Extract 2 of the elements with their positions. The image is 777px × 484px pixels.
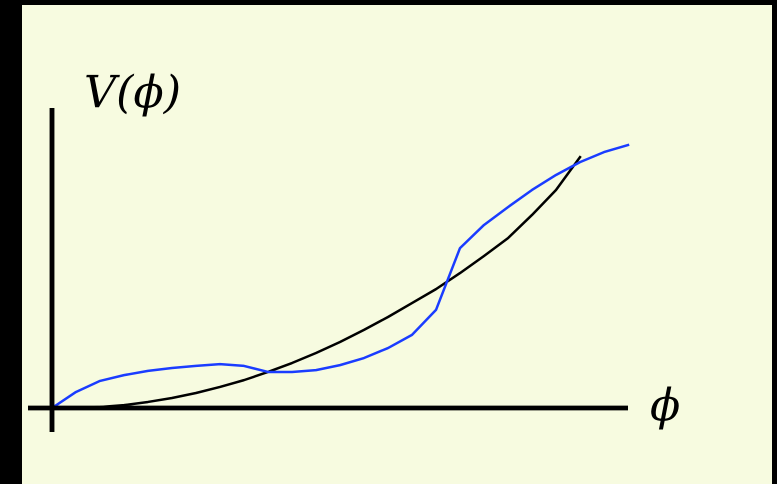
- y-axis-title: V(ϕ): [86, 73, 178, 117]
- x-axis-title: ϕ: [651, 386, 679, 430]
